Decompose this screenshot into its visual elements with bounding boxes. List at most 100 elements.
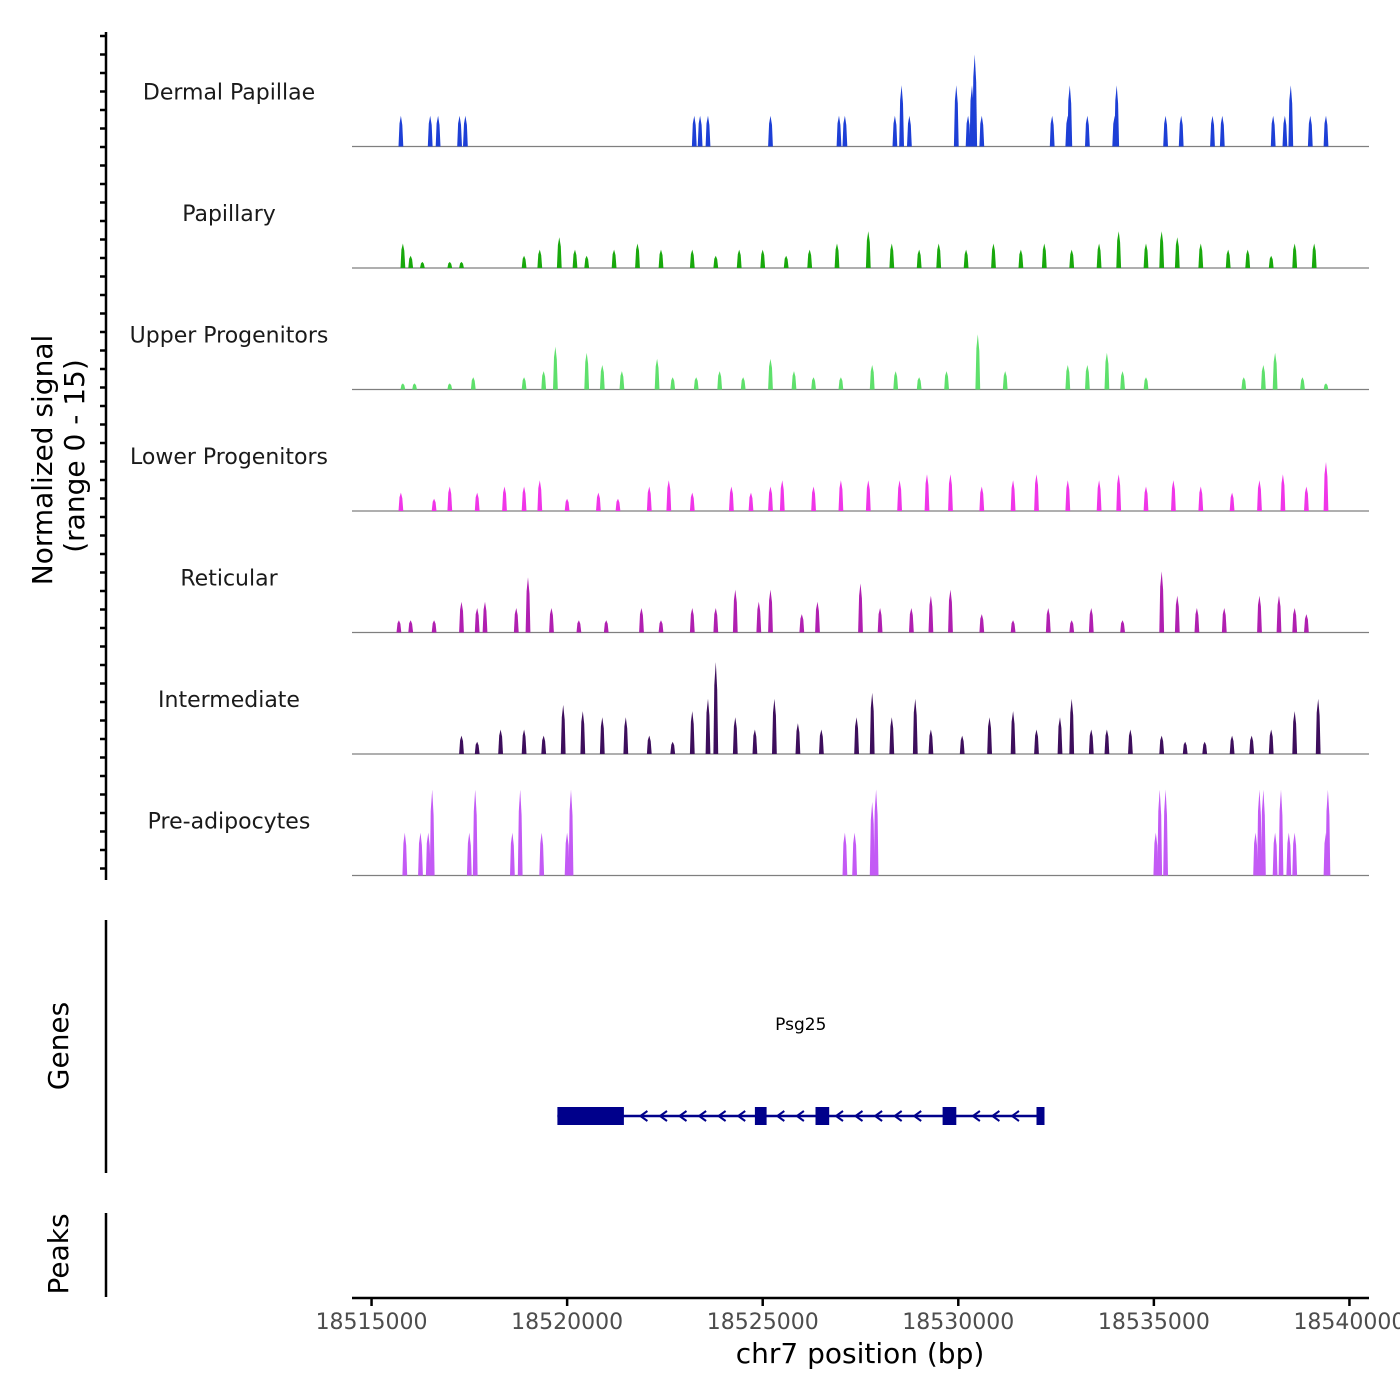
signal-peak	[1163, 115, 1168, 147]
signal-peak	[1272, 832, 1278, 876]
gene-exon	[1036, 1107, 1045, 1125]
gene-exon	[754, 1107, 767, 1125]
signal-peak	[666, 480, 672, 511]
signal-peak	[1282, 115, 1288, 147]
signal-peak	[729, 486, 734, 511]
signal-peak	[1143, 243, 1149, 268]
signal-peak	[1257, 789, 1262, 876]
signal-peak	[1292, 608, 1298, 633]
signal-peak	[811, 377, 816, 390]
signal-peak	[1049, 115, 1055, 147]
signal-peak	[963, 249, 969, 268]
signal-peak	[619, 371, 625, 390]
signal-peak	[852, 832, 857, 876]
signal-peak	[1104, 729, 1110, 754]
signal-peak	[623, 717, 629, 754]
signal-peak	[979, 486, 985, 511]
signal-peak	[732, 717, 738, 754]
genes-panel-title: Genes	[42, 1002, 75, 1090]
signal-peak	[1085, 365, 1090, 390]
signal-peak	[834, 243, 840, 268]
signal-peak	[447, 383, 453, 390]
signal-peak	[431, 498, 437, 511]
signal-peak	[541, 735, 547, 754]
signal-peak	[948, 474, 953, 511]
signal-peak	[1304, 614, 1309, 633]
signal-peak	[1229, 735, 1235, 754]
signal-peak	[549, 608, 554, 633]
signal-peak	[987, 717, 992, 754]
gene-label: Psg25	[775, 1015, 826, 1035]
signal-peak	[584, 255, 590, 268]
signal-peak	[1280, 474, 1286, 511]
signal-peak	[899, 85, 904, 147]
signal-peak	[1065, 480, 1071, 511]
signal-peak	[427, 115, 433, 147]
signal-peak	[1096, 243, 1102, 268]
signal-peak	[670, 741, 676, 754]
signal-peak	[1292, 832, 1298, 876]
signal-peak	[1276, 595, 1282, 633]
signal-peak	[560, 704, 566, 754]
signal-peak	[689, 608, 695, 633]
signal-peak	[1163, 789, 1168, 876]
x-tick-label: 18525000	[707, 1310, 819, 1335]
signal-peak	[459, 735, 464, 754]
signal-peak	[783, 255, 789, 268]
signal-peak	[972, 54, 978, 147]
signal-peak	[670, 377, 676, 390]
signal-peak	[1202, 741, 1208, 754]
signal-peak	[1272, 352, 1278, 390]
signal-peak	[646, 486, 652, 511]
track-label: Papillary	[182, 202, 276, 227]
signal-peak	[705, 698, 711, 754]
signal-peak	[568, 789, 574, 876]
signal-peak	[1157, 789, 1163, 876]
gene-exon	[815, 1107, 830, 1125]
signal-peak	[1253, 832, 1258, 876]
signal-peak	[1143, 486, 1149, 511]
signal-peak	[1323, 115, 1329, 147]
signal-peak	[541, 371, 547, 390]
signal-peak	[572, 249, 578, 268]
signal-peak	[752, 729, 758, 754]
signal-peak	[517, 789, 523, 876]
signal-peak	[447, 486, 453, 511]
x-tick-label: 18540000	[1293, 1310, 1400, 1335]
signal-peak	[1143, 377, 1149, 390]
strand-arrow	[853, 1110, 864, 1122]
strand-arrow	[1010, 1110, 1020, 1122]
x-axis-title: chr7 position (bp)	[736, 1337, 985, 1370]
signal-peak	[1010, 711, 1016, 754]
signal-peak	[779, 480, 785, 511]
strand-arrow	[697, 1110, 707, 1122]
track-label: Lower Progenitors	[130, 445, 328, 470]
signal-peak	[459, 601, 464, 633]
signal-peak	[892, 115, 898, 147]
signal-peak	[858, 583, 863, 633]
signal-peak	[1245, 249, 1251, 268]
strand-arrow	[834, 1110, 844, 1122]
signal-peak	[799, 614, 805, 633]
signal-peak	[1325, 789, 1331, 876]
signal-peak	[435, 115, 441, 147]
signal-peak	[697, 115, 703, 147]
signal-peak	[1292, 711, 1298, 754]
strand-arrow	[716, 1110, 727, 1122]
signal-peak	[815, 601, 820, 633]
signal-peak	[398, 492, 404, 511]
signal-peak	[869, 801, 875, 876]
signal-peak	[691, 115, 697, 147]
signal-peak	[447, 261, 453, 268]
signal-peak	[502, 486, 507, 511]
signal-peak	[854, 717, 859, 754]
signal-peak	[615, 498, 621, 511]
signal-peak	[472, 789, 478, 876]
signal-peak	[603, 620, 609, 633]
signal-peak	[400, 383, 406, 390]
signal-peak	[599, 365, 605, 390]
strand-arrow	[677, 1110, 688, 1122]
signal-peak	[537, 249, 543, 268]
signal-peak	[1300, 377, 1305, 390]
signal-peak	[953, 85, 959, 147]
